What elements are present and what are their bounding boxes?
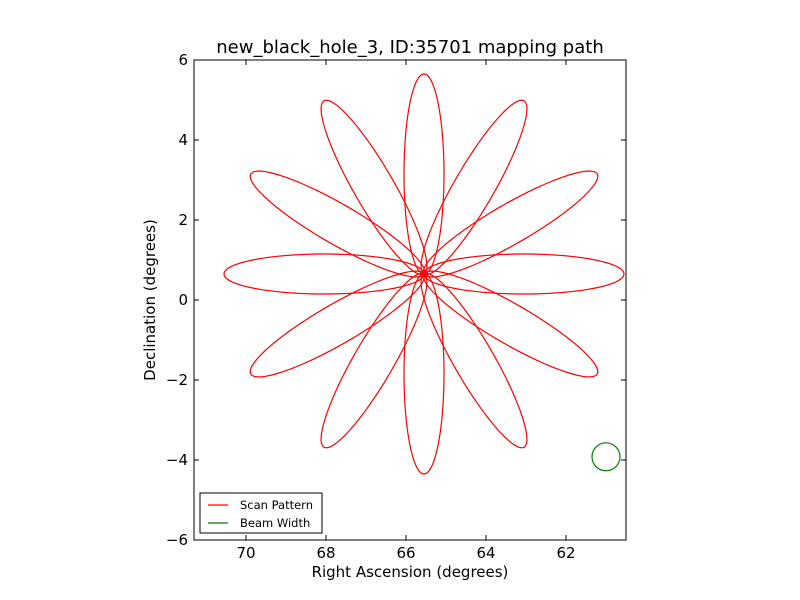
data-layer	[223, 73, 625, 475]
legend: Scan Pattern Beam Width	[199, 492, 323, 534]
y-tick-label: 0	[178, 291, 188, 309]
x-tick-label: 64	[476, 544, 495, 562]
y-tick-label: 6	[178, 51, 188, 69]
legend-label-beam-width: Beam Width	[240, 516, 310, 530]
x-tick-label: 68	[316, 544, 335, 562]
y-axis: −6 −4 −2 0 2 4 6	[166, 51, 626, 549]
beam-width-circle	[591, 442, 621, 472]
y-axis-label: Declination (degrees)	[141, 219, 159, 381]
y-tick-label: 2	[178, 211, 188, 229]
y-tick-label: 4	[178, 131, 188, 149]
legend-label-scan-pattern: Scan Pattern	[240, 498, 313, 512]
y-tick-label: −6	[166, 531, 188, 549]
x-tick-label: 70	[236, 544, 255, 562]
x-tick-label: 66	[396, 544, 415, 562]
x-axis: 70 68 66 64 62	[236, 60, 576, 562]
y-tick-label: −2	[166, 371, 188, 389]
x-axis-label: Right Ascension (degrees)	[312, 563, 509, 581]
chart-title: new_black_hole_3, ID:35701 mapping path	[216, 37, 603, 58]
scan-pattern-petal	[249, 270, 426, 378]
x-tick-label: 62	[556, 544, 575, 562]
y-tick-label: −4	[166, 451, 188, 469]
legend-box	[199, 492, 323, 534]
